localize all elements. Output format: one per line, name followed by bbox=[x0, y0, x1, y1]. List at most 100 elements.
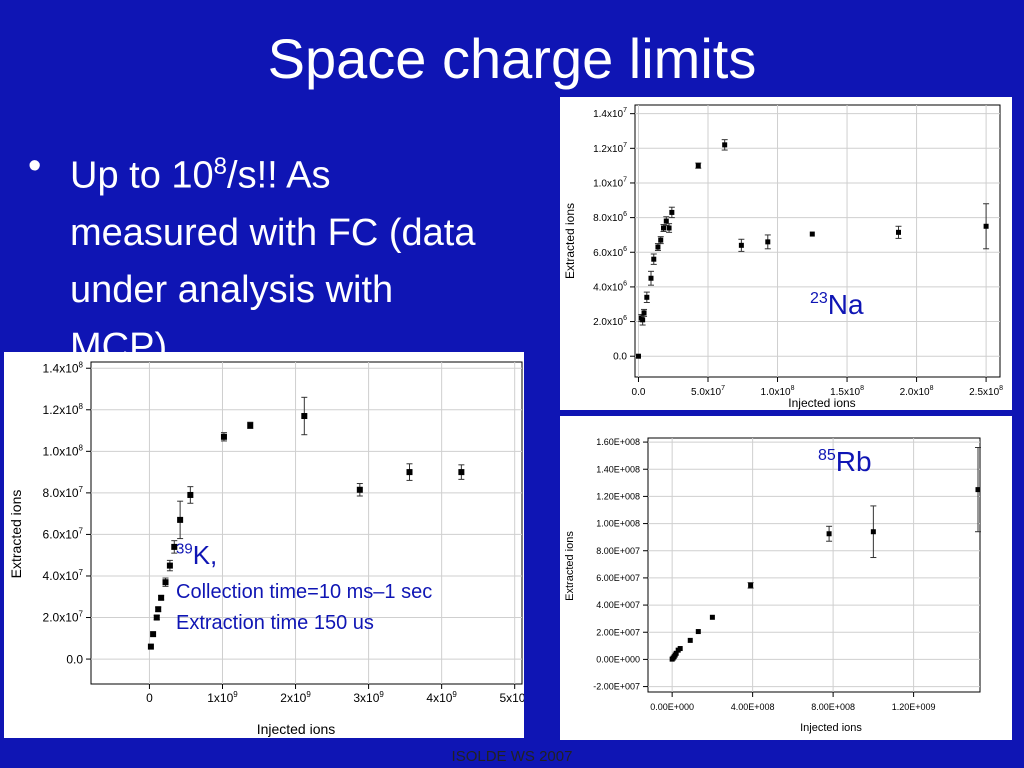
na-data-point bbox=[663, 218, 669, 224]
na-data-point bbox=[983, 223, 989, 229]
k-data-point bbox=[301, 413, 308, 420]
na-y-tick-exponent: 6 bbox=[623, 246, 627, 253]
k-y-axis-label: Extracted ions bbox=[8, 490, 24, 579]
rb-chart: 0.00E+000 4.00E+008 8.00E+008 1.20E+009 -2.0… bbox=[564, 437, 981, 734]
rb-x-axis-label: Injected ions bbox=[800, 722, 862, 734]
na-plot-frame bbox=[634, 104, 1001, 378]
na-y-tick-exponent: 6 bbox=[623, 211, 627, 218]
rb-x-tick-label: 4.00E+008 bbox=[731, 702, 775, 712]
bullet-text-post: /s!! As measured with FC (data under ana… bbox=[70, 154, 476, 368]
k-x-tick-label: 5x109 bbox=[499, 690, 524, 705]
na-data-point bbox=[722, 142, 728, 148]
na-y-tick-label: 1.4x107 bbox=[593, 107, 627, 120]
na-isotope-element: Na bbox=[828, 289, 864, 320]
k-data-point bbox=[150, 631, 157, 638]
k-data-point bbox=[155, 606, 162, 613]
slide-title: Space charge limits bbox=[267, 27, 757, 90]
na-data-point bbox=[809, 231, 815, 237]
k-data-point bbox=[406, 469, 413, 476]
k-data-point bbox=[187, 491, 194, 498]
na-x-tick-exponent: 8 bbox=[860, 385, 864, 392]
k-y-tick-label: 0.0 bbox=[66, 652, 83, 666]
rb-y-tick-label: 0.00E+000 bbox=[596, 655, 640, 665]
rb-isotope-element: Rb bbox=[836, 446, 872, 477]
k-y-tick-exponent: 7 bbox=[79, 568, 84, 577]
k-y-tick-exponent: 7 bbox=[79, 527, 84, 536]
k-isotope-label: 39K, bbox=[176, 540, 217, 570]
rb-x-tick-label: 1.20E+009 bbox=[892, 702, 936, 712]
rb-y-axis-label: Extracted ions bbox=[564, 531, 576, 601]
na-x-tick-exponent: 8 bbox=[930, 385, 934, 392]
k-y-tick-label: 6.0x107 bbox=[43, 527, 84, 542]
rb-data-point bbox=[695, 629, 701, 635]
na-data-point bbox=[669, 209, 675, 215]
rb-y-tick-label: 2.00E+007 bbox=[596, 627, 640, 637]
bullet-dot-icon: • bbox=[28, 145, 42, 187]
k-x-tick-label: 3x109 bbox=[353, 690, 384, 705]
na-x-tick-label: 1.5x108 bbox=[830, 385, 864, 398]
rb-y-tick-label: 8.00E+007 bbox=[596, 546, 640, 556]
na-data-point bbox=[738, 242, 744, 248]
na-x-tick-label: 2.0x108 bbox=[900, 385, 934, 398]
k-x-tick-exponent: 9 bbox=[233, 690, 238, 699]
k-data-point bbox=[220, 433, 227, 440]
k-y-tick-label: 2.0x107 bbox=[43, 610, 84, 625]
na-data-point bbox=[648, 275, 654, 281]
na-data-point bbox=[635, 353, 641, 359]
rb-data-point bbox=[748, 582, 754, 588]
k-data-point bbox=[166, 562, 173, 569]
k-note-extraction-time: Extraction time 150 us bbox=[176, 612, 374, 634]
na-y-tick-label: 4.0x106 bbox=[593, 280, 627, 293]
na-y-tick-label: 1.2x107 bbox=[593, 142, 627, 155]
na-y-tick-exponent: 7 bbox=[623, 176, 627, 183]
rb-y-tick-label: 4.00E+007 bbox=[596, 600, 640, 610]
rb-y-tick-label: 1.20E+008 bbox=[596, 492, 640, 502]
na-data-point bbox=[641, 310, 647, 316]
na-x-axis-label: Injected ions bbox=[788, 396, 855, 410]
na-y-tick-label: 8.0x106 bbox=[593, 211, 627, 224]
na-data-point bbox=[895, 229, 901, 235]
k-data-point bbox=[356, 486, 363, 493]
k-isotope-mass: 39 bbox=[176, 541, 193, 558]
k-data-point bbox=[162, 579, 169, 586]
k-y-tick-label: 8.0x107 bbox=[43, 485, 84, 500]
na-data-point bbox=[666, 225, 672, 231]
na-y-tick-label: 6.0x106 bbox=[593, 246, 627, 259]
na-data-point bbox=[640, 317, 646, 323]
k-y-tick-exponent: 8 bbox=[79, 444, 84, 453]
bullet-point: • Up to 108/s!! As measured with FC (dat… bbox=[28, 138, 488, 376]
k-y-tick-exponent: 7 bbox=[79, 610, 84, 619]
k-y-tick-exponent: 7 bbox=[79, 485, 84, 494]
footer-text: ISOLDE WS 2007 bbox=[451, 748, 573, 765]
rb-y-tick-label: 1.40E+008 bbox=[596, 464, 640, 474]
na-x-tick-exponent: 7 bbox=[721, 385, 725, 392]
rb-data-point bbox=[673, 650, 679, 656]
na-x-tick-label: 1.0x108 bbox=[761, 385, 795, 398]
na-chart-panel: 0.0 5.0x107 1.0x108 1.5x108 2.0x108 2.5x108 0.… bbox=[560, 97, 1012, 410]
na-x-tick-exponent: 8 bbox=[999, 385, 1003, 392]
rb-y-tick-label: 6.00E+007 bbox=[596, 573, 640, 583]
k-y-tick-label: 1.2x108 bbox=[43, 402, 84, 417]
na-y-tick-exponent: 6 bbox=[623, 280, 627, 287]
rb-x-tick-label: 8.00E+008 bbox=[811, 702, 855, 712]
k-x-axis-label: Injected ions bbox=[257, 721, 336, 737]
rb-data-point bbox=[709, 614, 715, 620]
rb-chart-panel: 0.00E+000 4.00E+008 8.00E+008 1.20E+009 -2.0… bbox=[560, 416, 1012, 740]
k-y-tick-label: 4.0x107 bbox=[43, 568, 84, 583]
rb-y-tick-label: 1.60E+008 bbox=[596, 437, 640, 447]
k-y-tick-exponent: 8 bbox=[79, 360, 84, 369]
na-y-tick-exponent: 7 bbox=[623, 107, 627, 114]
na-chart: 0.0 5.0x107 1.0x108 1.5x108 2.0x108 2.5x108 0.… bbox=[563, 104, 1003, 410]
k-y-tick-label: 1.0x108 bbox=[43, 444, 84, 459]
k-x-tick-exponent: 9 bbox=[379, 690, 384, 699]
k-data-point bbox=[247, 422, 254, 429]
na-y-tick-exponent: 7 bbox=[623, 142, 627, 149]
na-y-tick-label: 0.0 bbox=[613, 352, 627, 363]
rb-y-tick-label: -2.00E+007 bbox=[593, 682, 640, 692]
rb-isotope-mass: 85 bbox=[818, 447, 836, 464]
rb-data-point bbox=[687, 637, 693, 643]
k-data-point bbox=[171, 543, 178, 550]
rb-x-tick-label: 0.00E+000 bbox=[650, 702, 694, 712]
k-x-tick-exponent: 9 bbox=[452, 690, 457, 699]
na-y-axis-label: Extracted ions bbox=[563, 203, 577, 279]
